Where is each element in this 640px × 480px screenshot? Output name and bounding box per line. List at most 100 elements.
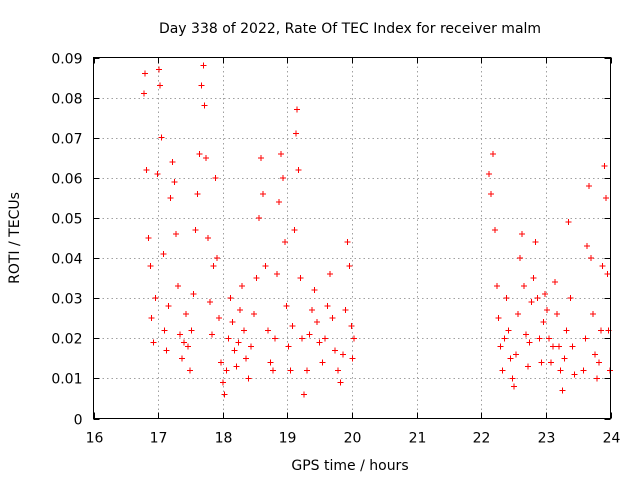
data-point — [243, 355, 250, 362]
data-point — [597, 327, 604, 334]
data-point — [538, 359, 545, 366]
data-point — [542, 291, 549, 298]
x-tick-label: 23 — [538, 431, 556, 447]
data-point — [595, 359, 602, 366]
data-point — [487, 190, 494, 197]
x-tick-label: 16 — [86, 431, 104, 447]
data-point — [161, 327, 168, 334]
data-point — [212, 174, 219, 181]
data-point — [486, 170, 493, 177]
data-point — [553, 311, 560, 318]
data-point — [264, 327, 271, 334]
data-point — [497, 343, 504, 350]
data-point — [324, 303, 331, 310]
data-point — [522, 331, 529, 338]
y-tick-label: 0.03 — [51, 292, 82, 308]
data-point — [215, 315, 222, 322]
data-point — [555, 343, 562, 350]
data-point — [526, 339, 533, 346]
data-point — [201, 102, 208, 109]
data-point — [301, 391, 308, 398]
x-tick-label: 24 — [603, 431, 621, 447]
data-point — [281, 239, 288, 246]
axis-ticks: 16 17 18 19 20 21 22 23 24 0 0.01 0.02 0.03 0.04 0.05 0… — [51, 52, 620, 447]
data-point — [154, 170, 161, 177]
data-point — [308, 307, 315, 314]
data-point — [350, 335, 357, 342]
data-point — [344, 239, 351, 246]
data-point — [549, 343, 556, 350]
data-point — [532, 239, 539, 246]
data-point — [223, 367, 230, 374]
data-point — [334, 367, 341, 374]
data-point — [245, 375, 252, 382]
x-tick-label: 17 — [150, 431, 168, 447]
data-point — [274, 271, 281, 278]
data-point — [206, 299, 213, 306]
data-point — [275, 198, 282, 205]
data-point — [491, 226, 498, 233]
y-tick-label: 0.01 — [51, 372, 82, 388]
data-point — [513, 351, 520, 358]
data-point — [229, 319, 236, 326]
data-point — [213, 255, 220, 262]
data-point — [511, 383, 518, 390]
data-point — [590, 311, 597, 318]
data-point — [489, 150, 496, 157]
data-point — [565, 218, 572, 225]
data-point — [606, 367, 613, 374]
y-tick-label: 0.04 — [51, 252, 82, 268]
data-point — [221, 391, 228, 398]
data-point — [248, 343, 255, 350]
data-point — [530, 275, 537, 282]
data-point — [279, 174, 286, 181]
data-point — [194, 190, 201, 197]
data-points — [140, 62, 613, 398]
data-point — [257, 154, 264, 161]
data-point — [557, 367, 564, 374]
data-point — [582, 335, 589, 342]
data-point — [283, 303, 290, 310]
data-point — [546, 335, 553, 342]
data-point — [182, 311, 189, 318]
data-point — [591, 351, 598, 358]
data-point — [148, 315, 155, 322]
data-point — [348, 323, 355, 330]
data-point — [601, 162, 608, 169]
data-point — [321, 335, 328, 342]
data-point — [505, 327, 512, 334]
data-point — [225, 335, 232, 342]
data-point — [145, 235, 152, 241]
data-point — [316, 339, 323, 346]
data-point — [501, 335, 508, 342]
data-point — [227, 295, 234, 302]
data-point — [495, 315, 502, 322]
data-point — [306, 331, 313, 338]
data-point — [561, 355, 568, 362]
data-point — [509, 375, 516, 382]
y-tick-label: 0.08 — [51, 92, 82, 108]
data-point — [171, 178, 178, 185]
x-tick-label: 21 — [409, 431, 427, 447]
y-tick-label: 0 — [74, 413, 83, 429]
data-point — [311, 287, 318, 294]
data-point — [593, 375, 600, 382]
data-point — [599, 263, 606, 270]
data-point — [235, 339, 242, 346]
data-point — [291, 226, 298, 233]
data-point — [319, 359, 326, 366]
data-point — [190, 291, 197, 298]
data-point — [253, 275, 260, 282]
data-point — [329, 315, 336, 322]
x-tick-label: 18 — [215, 431, 233, 447]
data-point — [292, 130, 299, 137]
data-point — [327, 271, 334, 278]
data-point — [548, 359, 555, 366]
data-point — [184, 343, 191, 350]
data-point — [295, 166, 302, 173]
data-point — [493, 283, 500, 290]
data-point — [303, 367, 310, 374]
data-point — [272, 335, 279, 342]
data-point — [239, 283, 246, 290]
